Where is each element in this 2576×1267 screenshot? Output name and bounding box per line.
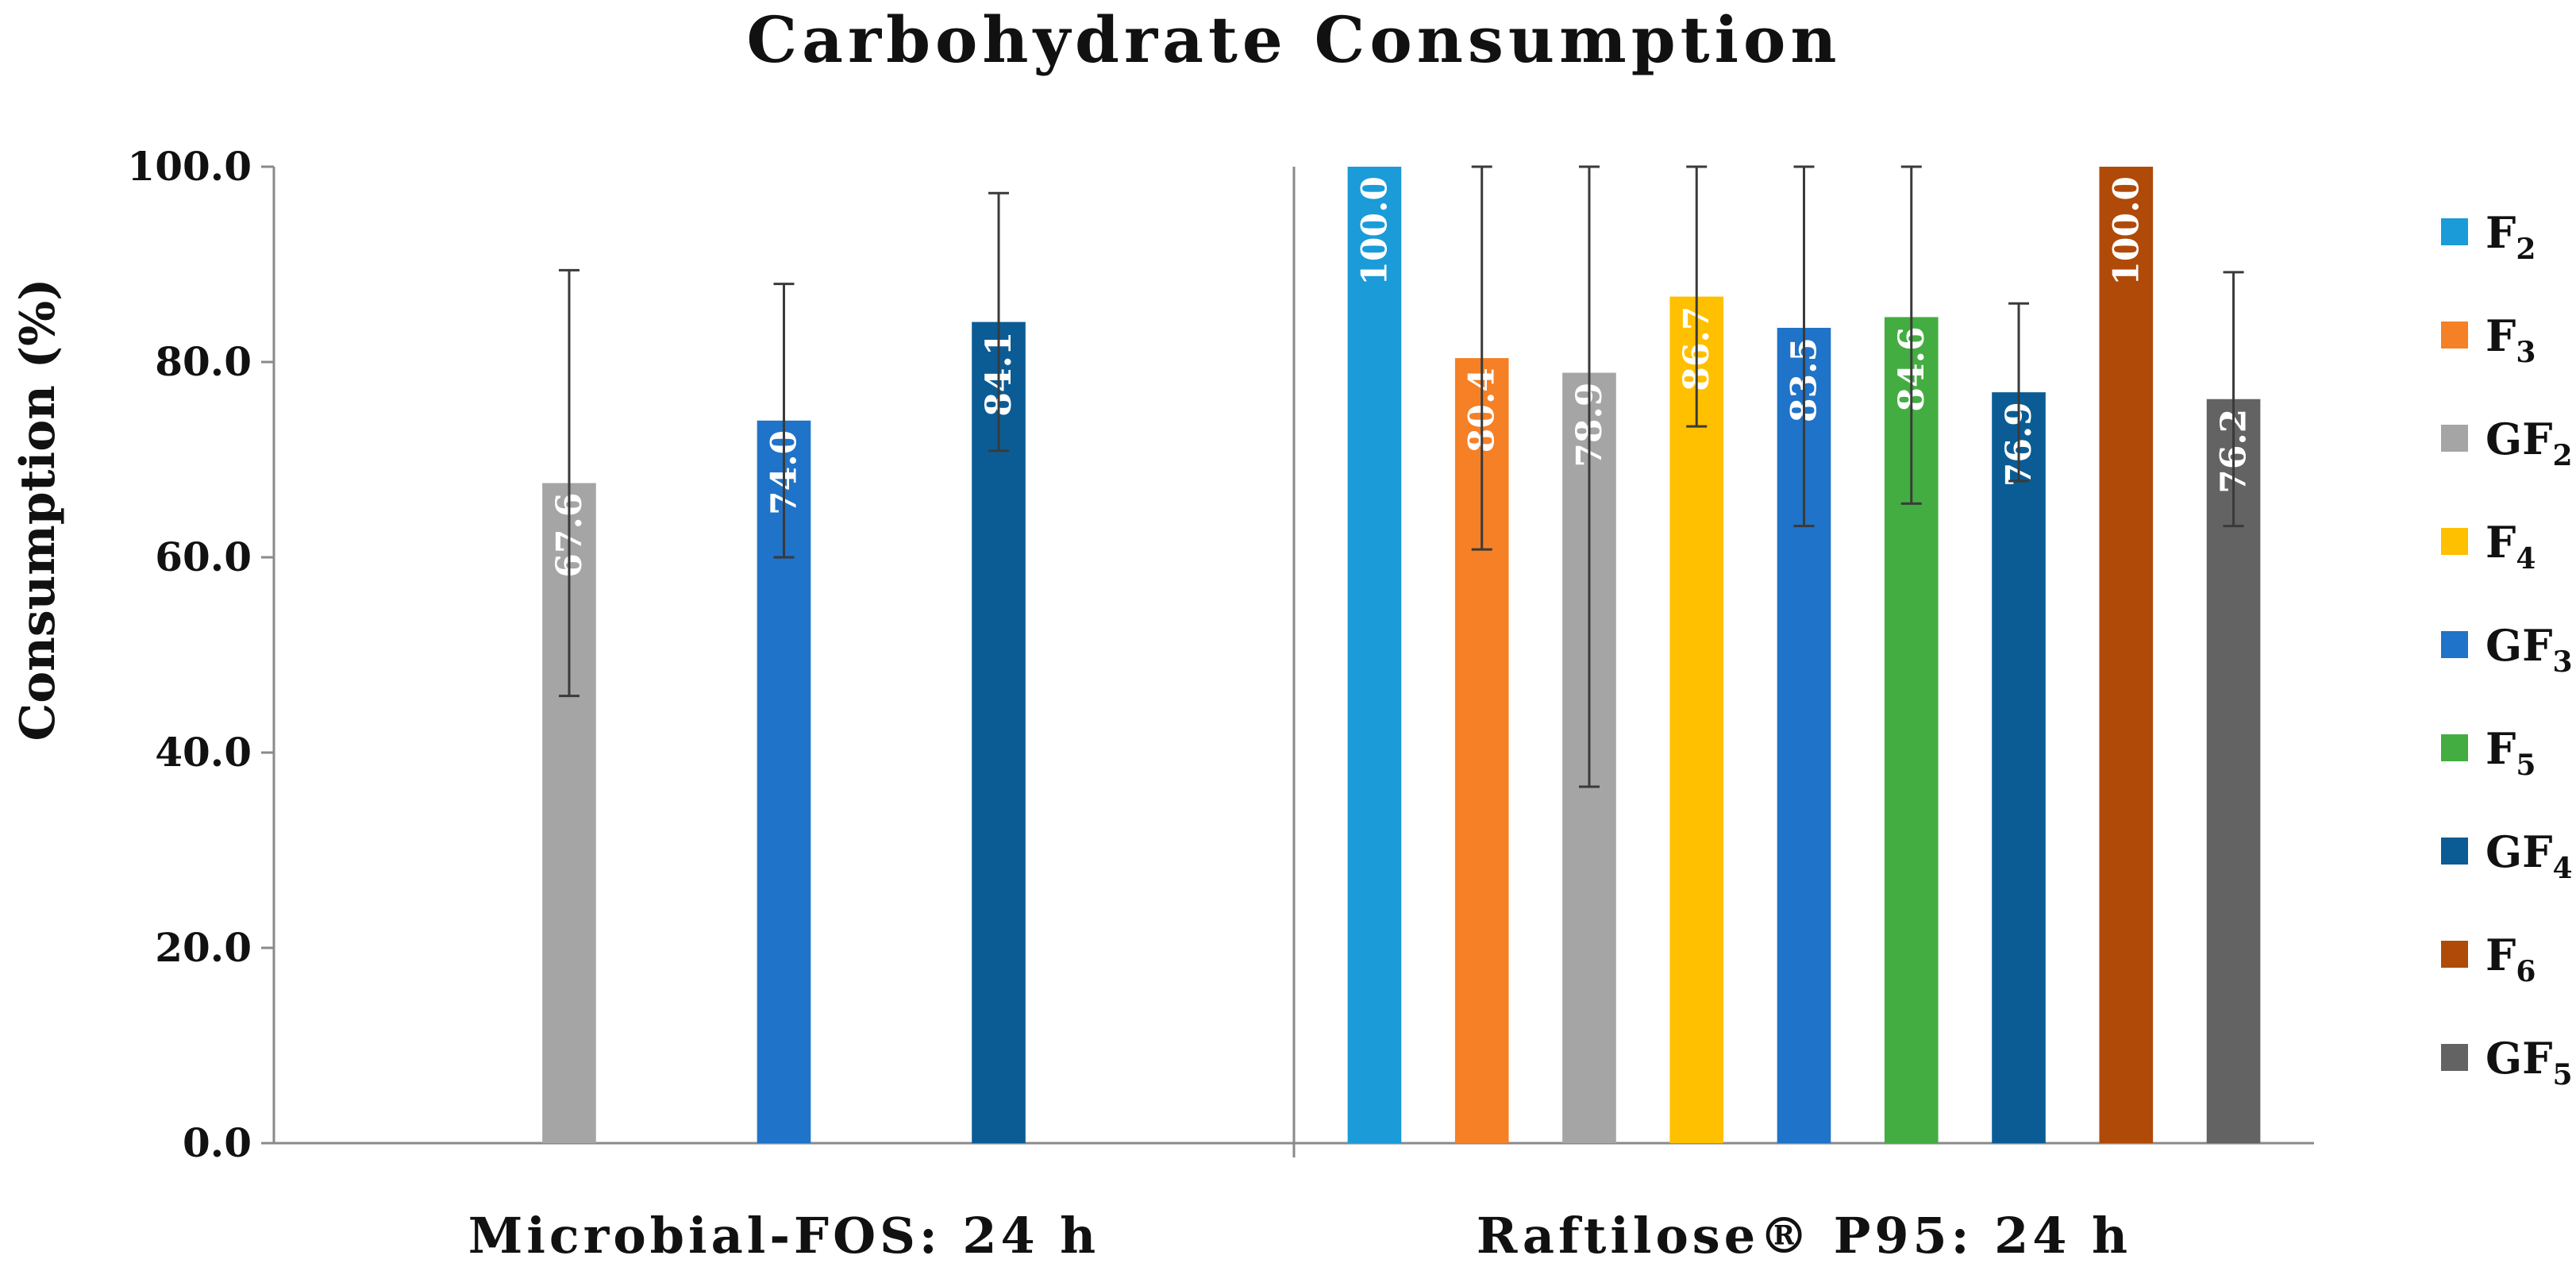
legend-swatch-gf5 (2441, 1044, 2468, 1071)
legend-swatch-f6 (2441, 941, 2468, 968)
y-tick-label: 20.0 (155, 924, 252, 971)
bar-f2-raftilose (1347, 167, 1402, 1143)
bar-f4-raftilose (1669, 296, 1724, 1144)
bars (542, 167, 2261, 1144)
legend-label-gf3: GF3 (2486, 620, 2573, 679)
bar-gf4-raftilose (1992, 392, 2046, 1143)
legend-swatch-f5 (2441, 734, 2468, 761)
legend-label-gf4: GF4 (2486, 826, 2573, 885)
data-label: 100.0 (1354, 176, 1395, 286)
legend-label-f3: F3 (2486, 310, 2536, 369)
legend-label-gf2: GF2 (2486, 414, 2573, 472)
y-axis-label: Consumption (%) (10, 278, 66, 741)
legend-swatch-gf4 (2441, 838, 2468, 865)
bar-f6-raftilose (2099, 167, 2154, 1143)
legend-label-f2: F2 (2486, 207, 2536, 266)
y-tick-label: 0.0 (183, 1119, 252, 1166)
axes: 0.0 20.0 40.0 60.0 80.0 100.0 Microbial-FOS: 2… (127, 143, 2314, 1265)
legend-label-f4: F4 (2486, 517, 2536, 576)
legend-label-f5: F5 (2486, 723, 2536, 782)
data-label: 100.0 (2106, 176, 2147, 286)
bar-gf4-microbial-fos (972, 322, 1026, 1143)
error-bars (558, 165, 2244, 788)
chart-title: Carbohydrate Consumption (746, 2, 1841, 77)
legend-swatch-f4 (2441, 528, 2468, 555)
y-tick-label: 60.0 (155, 533, 252, 580)
x-category-label: Microbial-FOS: 24 h (468, 1207, 1100, 1265)
legend-swatch-f3 (2441, 322, 2468, 349)
y-tick-label: 40.0 (155, 729, 252, 776)
x-category-label: Raftilose® P95: 24 h (1477, 1207, 2131, 1265)
y-tick-label: 80.0 (155, 338, 252, 385)
legend: F2 F3 GF2 F4 GF3 F5 GF4 F6 GF5 (2441, 207, 2573, 1092)
legend-swatch-gf2 (2441, 425, 2468, 452)
legend-swatch-f2 (2441, 218, 2468, 245)
legend-swatch-gf3 (2441, 631, 2468, 658)
y-tick-label: 100.0 (127, 143, 252, 190)
legend-label-gf5: GF5 (2486, 1033, 2573, 1092)
legend-label-f6: F6 (2486, 930, 2536, 988)
